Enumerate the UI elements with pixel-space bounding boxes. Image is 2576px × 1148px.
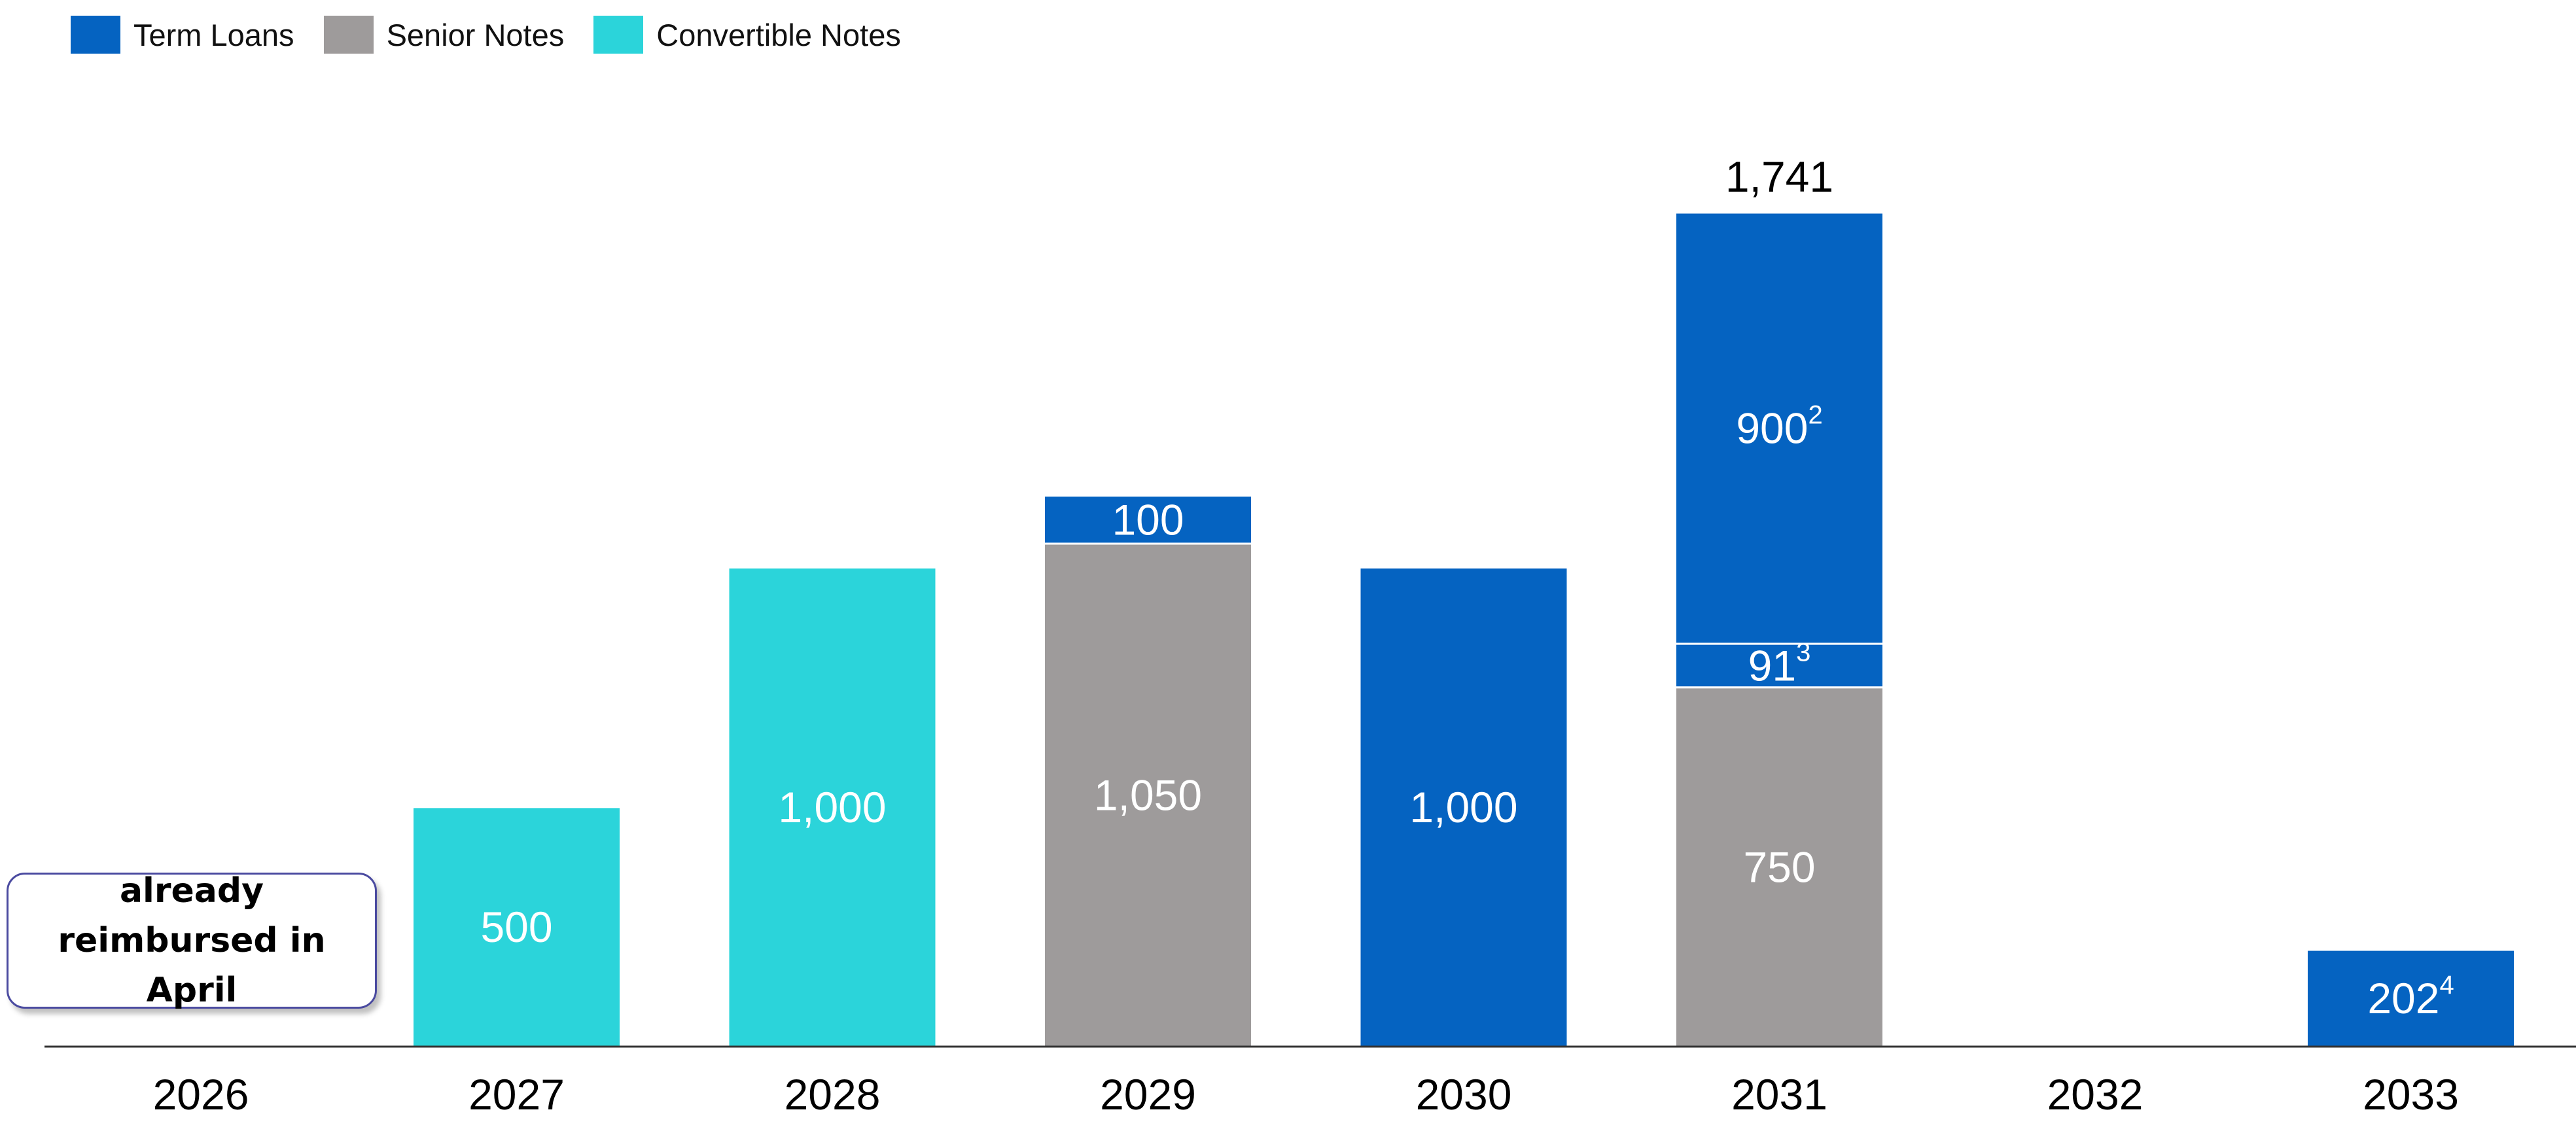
legend-label-convertible-notes: Convertible Notes	[656, 17, 901, 52]
bar-label-term-loans-2030-1000: 1,000	[1409, 783, 1517, 831]
bar-label-2031: 750	[1743, 843, 1815, 891]
total-label-2031: 1,741	[1725, 152, 1833, 201]
x-tick-label-2032: 2032	[2047, 1070, 2144, 1119]
bar-term-loans-2031-900	[1674, 211, 1884, 645]
bar-term-loans-2030-1000	[1358, 566, 1569, 1048]
note-callout: already reimbursed in April	[7, 871, 377, 1010]
bar-label-term-loans-2029-100: 100	[1112, 495, 1184, 544]
legend-item-convertible-notes: Convertible Notes	[593, 16, 901, 54]
legend-label-term-loans: Term Loans	[133, 17, 294, 52]
bar-label-term-loans-2031-900: 9002	[1736, 401, 1822, 453]
bar-convertible-notes-2027	[412, 806, 622, 1048]
bar-label-2028: 1,000	[778, 783, 886, 831]
x-tick-label-2033: 2033	[2363, 1070, 2459, 1119]
legend-label-senior-notes: Senior Notes	[386, 17, 565, 52]
bar-label-term-loans-2031-91: 913	[1748, 638, 1811, 689]
legend-swatch-convertible-notes	[593, 16, 644, 54]
legend-swatch-senior-notes	[323, 16, 374, 54]
bar-term-loans-2029-100	[1043, 495, 1253, 545]
legend-item-term-loans: Term Loans	[71, 16, 294, 54]
bar-term-loans-2031-91	[1674, 642, 1884, 689]
x-tick-label-2027: 2027	[468, 1070, 565, 1119]
bar-convertible-notes-2028	[727, 566, 938, 1048]
legend-item-senior-notes: Senior Notes	[323, 16, 565, 54]
x-tick-label-2031: 2031	[1731, 1070, 1827, 1119]
bar-term-loans-2033-202	[2306, 948, 2516, 1048]
x-tick-label-2029: 2029	[1100, 1070, 1196, 1119]
bar-label-2029: 1,050	[1094, 771, 1202, 820]
bar-label-term-loans-2033-202: 2024	[2367, 971, 2454, 1022]
bar-senior-notes-2031	[1674, 686, 1884, 1048]
bar-label-2027: 500	[480, 903, 552, 951]
x-tick-label-2028: 2028	[785, 1070, 881, 1119]
x-tick-label-2030: 2030	[1416, 1070, 1512, 1119]
note-text: already reimbursed in April	[58, 871, 326, 1010]
legend: Term Loans Senior Notes Convertible Note…	[71, 12, 930, 58]
legend-swatch-term-loans	[71, 16, 120, 54]
x-tick-label-2026: 2026	[153, 1070, 249, 1119]
